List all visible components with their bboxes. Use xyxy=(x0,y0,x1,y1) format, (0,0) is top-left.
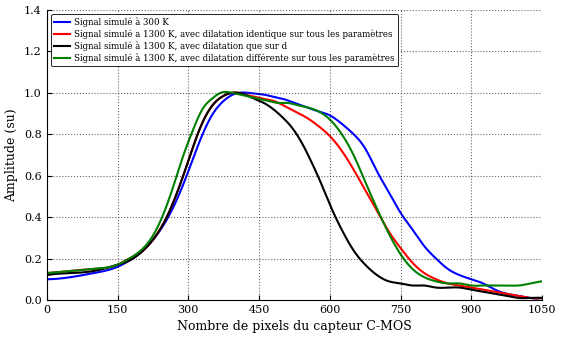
Signal simulé à 1300 K, avec dilatation que sur d xyxy=(43,273,50,277)
Signal simulé à 300 K xyxy=(74,274,80,278)
Y-axis label: Amplitude (su): Amplitude (su) xyxy=(6,108,19,202)
Signal simulé à 1300 K, avec dilatation que sur d xyxy=(345,239,351,243)
Signal simulé a 1300 K, avec dilatation identique sur tous les paramètres xyxy=(332,140,338,144)
Signal simulé à 1300 K, avec dilatation différente sur tous les paramètres xyxy=(539,279,546,283)
Signal simulé a 1300 K, avec dilatation identique sur tous les paramètres xyxy=(539,296,546,300)
Signal simulé à 1300 K, avec dilatation différente sur tous les paramètres xyxy=(345,142,351,146)
Signal simulé a 1300 K, avec dilatation identique sur tous les paramètres xyxy=(74,268,80,272)
Signal simulé à 300 K xyxy=(345,127,351,131)
Line: Signal simulé à 1300 K, avec dilatation différente sur tous les paramètres: Signal simulé à 1300 K, avec dilatation … xyxy=(47,92,542,286)
Signal simulé à 1300 K, avec dilatation différente sur tous les paramètres xyxy=(470,284,477,288)
Signal simulé à 1300 K, avec dilatation différente sur tous les paramètres xyxy=(420,275,427,279)
Signal simulé à 300 K xyxy=(360,143,366,147)
Line: Signal simulé à 300 K: Signal simulé à 300 K xyxy=(47,93,542,298)
Signal simulé à 300 K xyxy=(420,243,427,247)
Signal simulé a 1300 K, avec dilatation identique sur tous les paramètres xyxy=(420,270,427,274)
Signal simulé à 1300 K, avec dilatation que sur d xyxy=(332,214,338,218)
Signal simulé a 1300 K, avec dilatation identique sur tous les paramètres xyxy=(533,296,540,300)
Signal simulé a 1300 K, avec dilatation identique sur tous les paramètres xyxy=(43,271,50,275)
Signal simulé à 1300 K, avec dilatation que sur d xyxy=(470,288,477,292)
Signal simulé à 300 K xyxy=(240,91,247,95)
Signal simulé à 300 K xyxy=(539,296,546,300)
Signal simulé à 1300 K, avec dilatation différente sur tous les paramètres xyxy=(332,123,338,127)
Signal simulé à 300 K xyxy=(470,278,477,282)
Signal simulé à 300 K xyxy=(43,277,50,281)
Signal simulé à 1300 K, avec dilatation que sur d xyxy=(232,91,239,95)
Signal simulé à 1300 K, avec dilatation que sur d xyxy=(539,296,546,300)
Signal simulé à 1300 K, avec dilatation différente sur tous les paramètres xyxy=(74,268,80,272)
Signal simulé à 1300 K, avec dilatation que sur d xyxy=(360,260,366,264)
Line: Signal simulé à 1300 K, avec dilatation que sur d: Signal simulé à 1300 K, avec dilatation … xyxy=(47,93,542,298)
Signal simulé à 1300 K, avec dilatation différente sur tous les paramètres xyxy=(43,271,50,275)
Signal simulé a 1300 K, avec dilatation identique sur tous les paramètres xyxy=(345,158,351,162)
Signal simulé a 1300 K, avec dilatation identique sur tous les paramètres xyxy=(231,91,238,95)
Signal simulé à 1300 K, avec dilatation différente sur tous les paramètres xyxy=(473,284,479,288)
Signal simulé à 300 K xyxy=(533,296,540,300)
Signal simulé a 1300 K, avec dilatation identique sur tous les paramètres xyxy=(360,184,366,188)
Signal simulé à 1300 K, avec dilatation différente sur tous les paramètres xyxy=(222,90,229,94)
Line: Signal simulé a 1300 K, avec dilatation identique sur tous les paramètres: Signal simulé a 1300 K, avec dilatation … xyxy=(47,93,542,298)
Signal simulé a 1300 K, avec dilatation identique sur tous les paramètres xyxy=(470,286,477,290)
Signal simulé à 300 K xyxy=(332,117,338,121)
X-axis label: Nombre de pixels du capteur C-MOS: Nombre de pixels du capteur C-MOS xyxy=(177,320,412,334)
Legend: Signal simulé à 300 K, Signal simulé a 1300 K, avec dilatation identique sur tou: Signal simulé à 300 K, Signal simulé a 1… xyxy=(51,14,398,66)
Signal simulé à 1300 K, avec dilatation que sur d xyxy=(420,283,427,287)
Signal simulé à 1300 K, avec dilatation que sur d xyxy=(520,296,527,300)
Signal simulé à 1300 K, avec dilatation que sur d xyxy=(74,271,80,275)
Signal simulé à 1300 K, avec dilatation différente sur tous les paramètres xyxy=(360,174,366,178)
